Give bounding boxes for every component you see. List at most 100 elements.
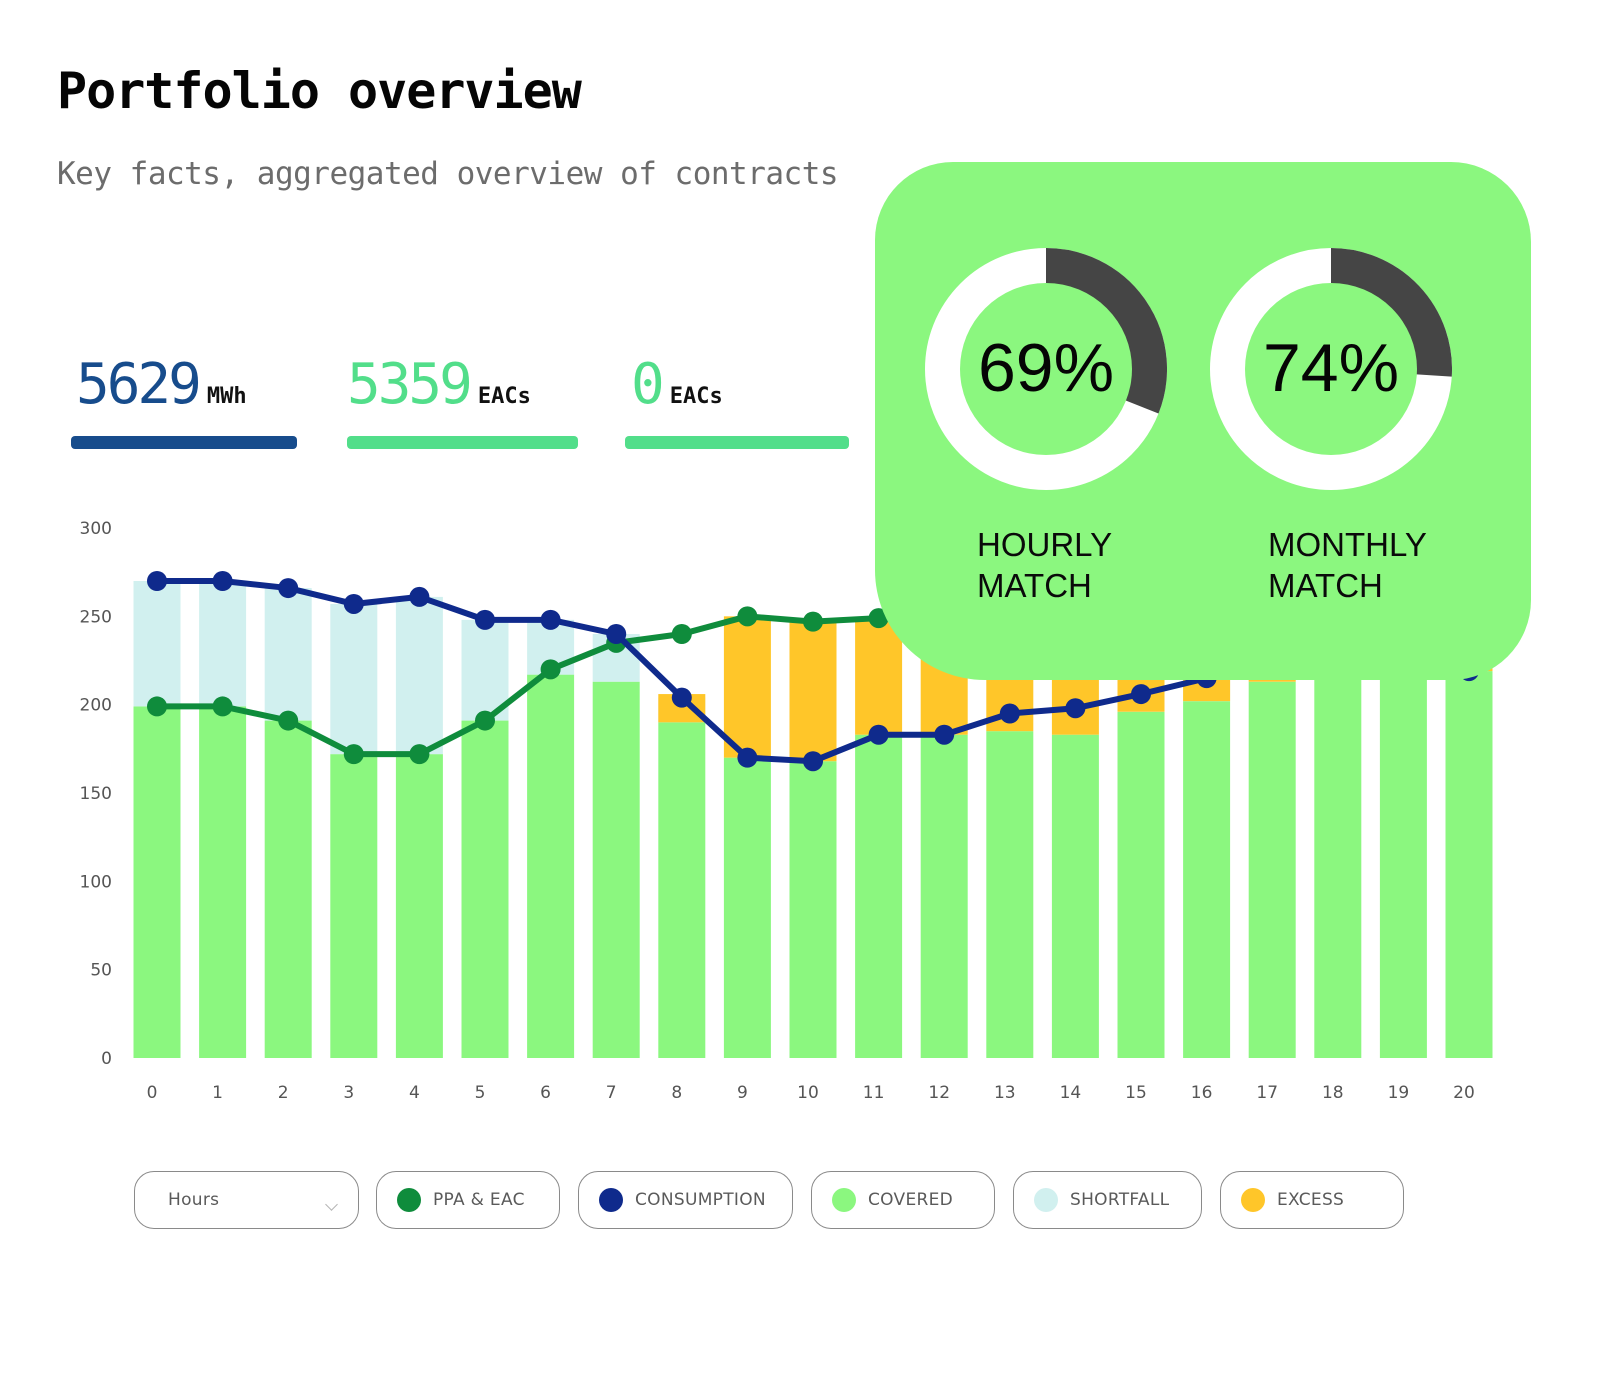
hours-select[interactable]: Hours — [134, 1171, 359, 1229]
kpi-excess-eacs-unit: EACs — [669, 384, 723, 409]
covered-bar — [1445, 671, 1493, 1058]
covered-bar — [1248, 681, 1296, 1058]
x-tick-label: 0 — [147, 1083, 158, 1103]
page-subtitle: Key facts, aggregated overview of contra… — [57, 156, 839, 192]
x-tick-label: 7 — [606, 1083, 617, 1103]
hourly-match-ring — [925, 248, 1167, 490]
legend-consumption-label: CONSUMPTION — [635, 1190, 766, 1210]
kpi-consumption: 5629 MWh — [76, 352, 247, 417]
x-tick-label: 5 — [475, 1083, 486, 1103]
consumption-point — [999, 703, 1020, 724]
covered-bar — [855, 734, 903, 1058]
x-tick-label: 6 — [540, 1083, 551, 1103]
match-card: 69% HOURLY MATCH 74% MONTHLY MATCH — [875, 162, 1531, 680]
x-tick-label: 15 — [1125, 1083, 1147, 1103]
covered-bar — [1183, 701, 1231, 1058]
hourly-ring-center — [960, 283, 1132, 455]
y-tick-label: 300 — [80, 519, 112, 539]
consumption-point — [278, 578, 299, 599]
consumption-point — [934, 724, 955, 745]
consumption-point — [475, 609, 495, 630]
x-tick-label: 12 — [928, 1083, 950, 1103]
legend-shortfall[interactable]: SHORTFALL — [1013, 1171, 1202, 1229]
kpi-eacs-bar — [347, 436, 578, 449]
consumption-point — [737, 747, 758, 768]
kpi-consumption-value: 5629 — [76, 352, 202, 417]
consumption-dot-icon — [599, 1188, 623, 1212]
excess-bar — [723, 616, 771, 758]
monthly-match-value: 74% — [1262, 330, 1400, 406]
x-tick-label: 14 — [1060, 1083, 1082, 1103]
ppa-eac-point — [803, 611, 823, 632]
legend-excess-label: EXCESS — [1277, 1190, 1345, 1210]
x-tick-label: 10 — [797, 1083, 819, 1103]
x-tick-label: 19 — [1388, 1083, 1410, 1103]
covered-bar — [1379, 665, 1427, 1058]
ppa-eac-point — [737, 606, 758, 627]
monthly-match-ring — [1210, 248, 1452, 490]
covered-bar — [199, 706, 247, 1058]
shortfall-bar — [395, 596, 443, 755]
x-tick-label: 17 — [1256, 1083, 1278, 1103]
kpi-excess-eacs-bar — [625, 436, 849, 449]
consumption-point — [343, 593, 364, 614]
hourly-ring-remainder — [1045, 248, 1167, 414]
covered-bar — [920, 734, 968, 1058]
covered-bar — [723, 757, 771, 1058]
hourly-match-gauge: 69% — [925, 248, 1167, 490]
ppa-eac-point — [147, 696, 167, 717]
ppa-eac-point — [212, 696, 233, 717]
consumption-point — [671, 687, 692, 708]
excess-bar — [855, 618, 903, 735]
legend-covered[interactable]: COVERED — [811, 1171, 995, 1229]
legend-ppa-eac[interactable]: PPA & EAC — [376, 1171, 560, 1229]
consumption-point — [868, 724, 889, 745]
consumption-point — [540, 609, 561, 630]
page-title: Portfolio overview — [57, 62, 582, 120]
x-tick-label: 2 — [278, 1083, 289, 1103]
covered-bar — [527, 674, 575, 1058]
kpi-eacs-value: 5359 — [347, 352, 473, 417]
y-tick-label: 150 — [80, 784, 112, 804]
shortfall-dot-icon — [1034, 1188, 1058, 1212]
hours-select-label: Hours — [168, 1190, 220, 1210]
legend-shortfall-label: SHORTFALL — [1070, 1190, 1170, 1210]
ppa-eac-point — [343, 744, 364, 765]
kpi-consumption-bar — [71, 436, 297, 449]
kpi-eacs-unit: EACs — [477, 384, 531, 409]
shortfall-bar — [199, 581, 247, 707]
consumption-point — [212, 571, 233, 591]
monthly-ring-center — [1245, 283, 1417, 455]
ppa-eac-point — [278, 710, 299, 731]
excess-bar — [789, 621, 837, 762]
ppa-eac-dot-icon — [397, 1188, 421, 1212]
y-tick-label: 100 — [80, 872, 112, 892]
x-tick-label: 1 — [212, 1083, 223, 1103]
consumption-point — [606, 624, 627, 644]
x-tick-label: 13 — [994, 1083, 1016, 1103]
covered-bar — [986, 731, 1034, 1058]
ppa-eac-point — [475, 710, 495, 731]
chevron-down-icon — [325, 1198, 338, 1211]
covered-bar — [1051, 734, 1099, 1058]
hourly-match-label: HOURLY MATCH — [977, 526, 1113, 604]
covered-bar — [133, 706, 181, 1058]
shortfall-bar — [264, 588, 312, 721]
kpi-excess-eacs: 0 EACs — [631, 352, 723, 417]
covered-bar — [461, 720, 509, 1058]
monthly-ring-remainder — [1330, 248, 1452, 377]
ppa-eac-point — [671, 624, 692, 644]
covered-bar — [658, 722, 706, 1058]
legend-consumption[interactable]: CONSUMPTION — [578, 1171, 793, 1229]
covered-bar — [1314, 676, 1362, 1058]
y-tick-label: 200 — [80, 696, 112, 716]
covered-bar — [789, 761, 837, 1058]
covered-bar — [395, 754, 443, 1058]
covered-bar — [330, 754, 378, 1058]
y-tick-label: 50 — [90, 961, 112, 981]
legend-excess[interactable]: EXCESS — [1220, 1171, 1404, 1229]
x-tick-label: 18 — [1322, 1083, 1344, 1103]
consumption-point — [803, 751, 823, 772]
consumption-point — [1131, 684, 1151, 705]
consumption-point — [1065, 698, 1086, 719]
